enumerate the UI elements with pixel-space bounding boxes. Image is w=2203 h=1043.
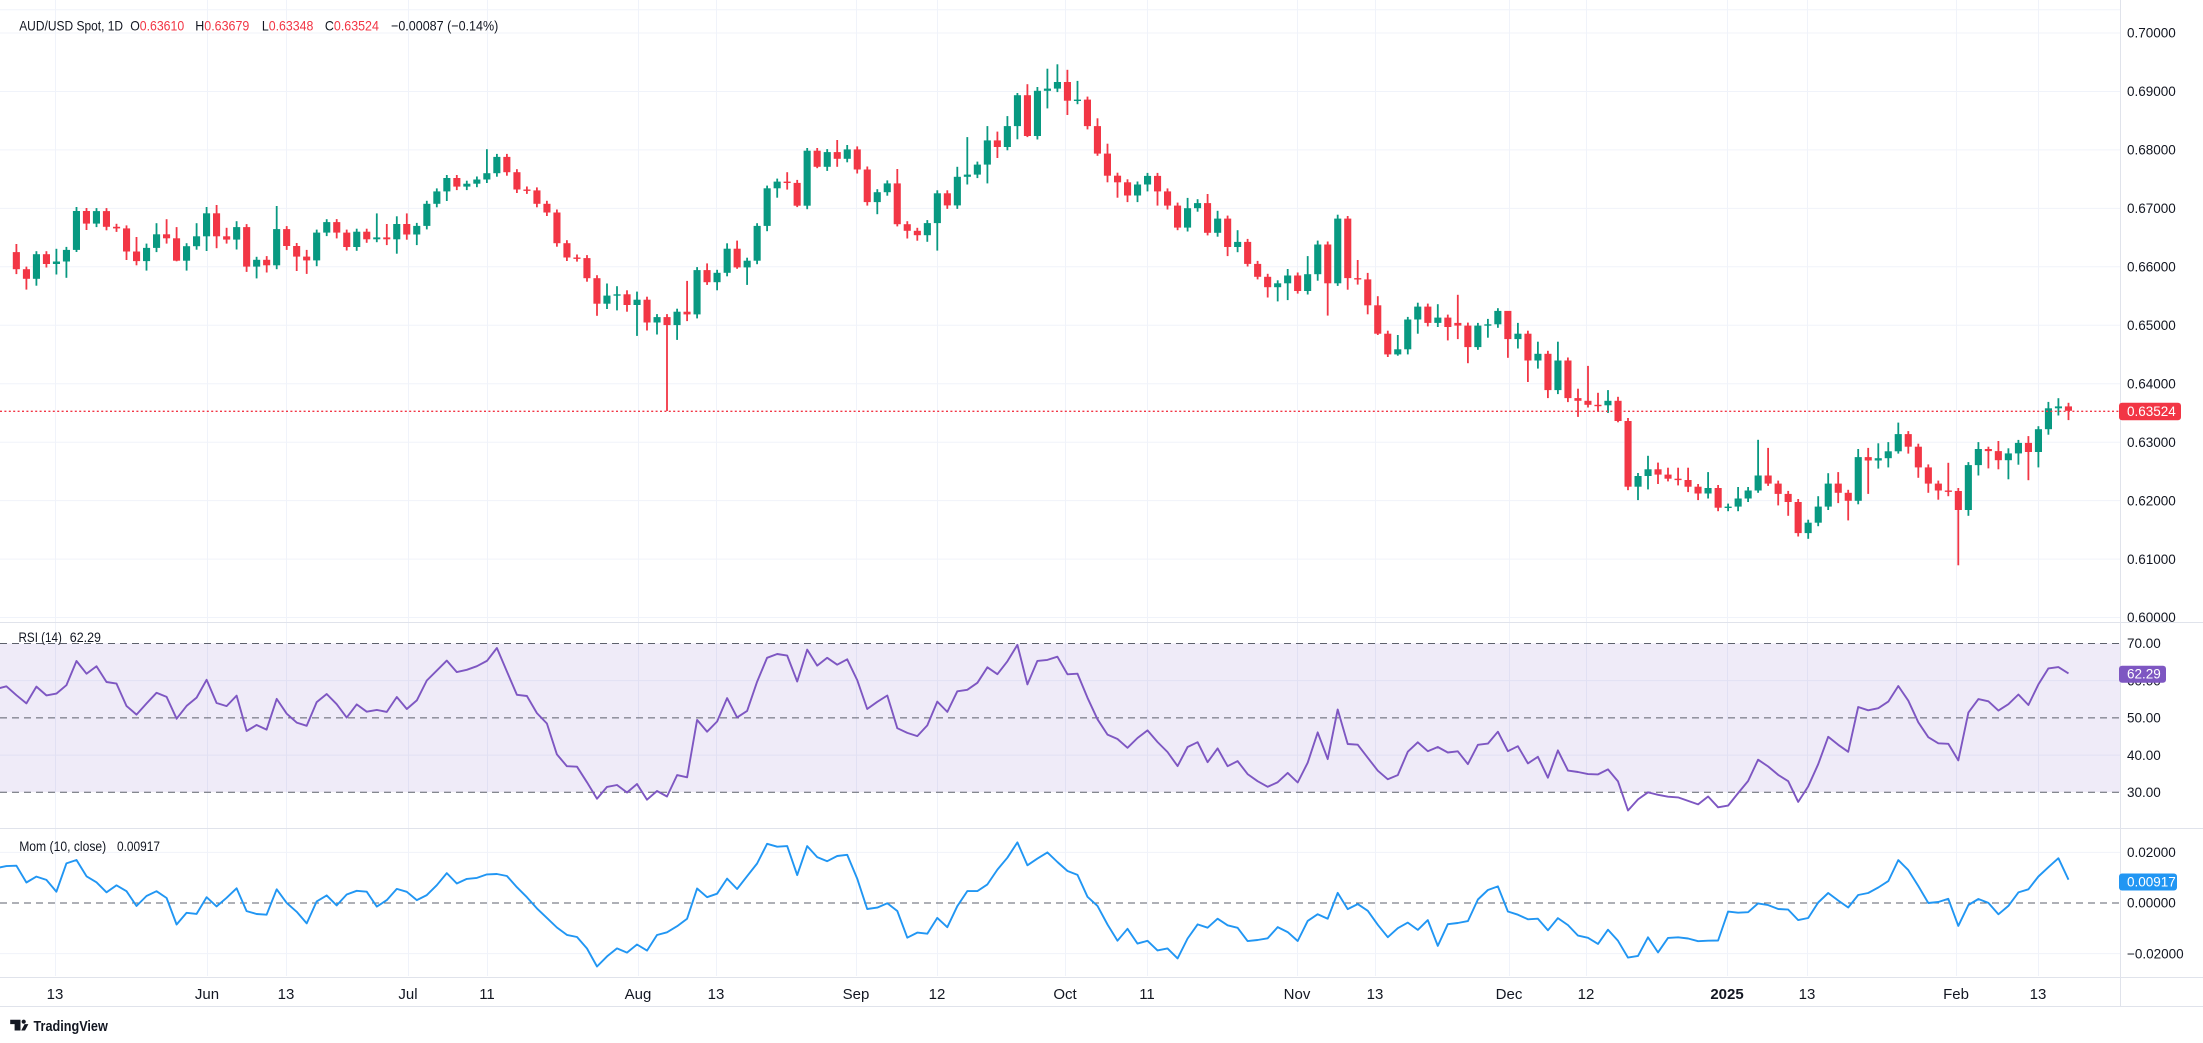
svg-text:RSI (14): RSI (14) — [19, 629, 62, 645]
svg-text:0.63000: 0.63000 — [2127, 435, 2176, 450]
svg-text:13: 13 — [1799, 986, 1816, 1003]
svg-text:0.00917: 0.00917 — [2127, 874, 2176, 889]
svg-text:13: 13 — [278, 986, 295, 1003]
svg-text:40.00: 40.00 — [2127, 748, 2161, 763]
svg-text:62.29: 62.29 — [2127, 667, 2161, 682]
svg-text:Jul: Jul — [398, 986, 417, 1003]
svg-text:0.00000: 0.00000 — [2127, 896, 2176, 911]
svg-text:AUD/USD Spot, 1D: AUD/USD Spot, 1D — [19, 17, 123, 33]
svg-text:0.65000: 0.65000 — [2127, 318, 2176, 333]
svg-text:O0.63610: O0.63610 — [130, 17, 184, 33]
svg-text:Aug: Aug — [625, 986, 652, 1003]
svg-text:0.61000: 0.61000 — [2127, 552, 2176, 567]
svg-text:0.69000: 0.69000 — [2127, 84, 2176, 99]
svg-text:−0.00087 (−0.14%): −0.00087 (−0.14%) — [391, 17, 498, 33]
svg-text:Nov: Nov — [1284, 986, 1311, 1003]
svg-text:C0.63524: C0.63524 — [325, 17, 379, 33]
svg-text:0.60000: 0.60000 — [2127, 610, 2176, 625]
svg-text:Sep: Sep — [843, 986, 870, 1003]
svg-text:Mom (10, close): Mom (10, close) — [19, 838, 106, 854]
svg-text:H0.63679: H0.63679 — [195, 17, 249, 33]
svg-text:11: 11 — [1139, 986, 1155, 1003]
svg-text:30.00: 30.00 — [2127, 785, 2161, 800]
svg-text:0.64000: 0.64000 — [2127, 376, 2176, 391]
svg-text:13: 13 — [47, 986, 64, 1003]
svg-text:0.62000: 0.62000 — [2127, 493, 2176, 508]
svg-text:Dec: Dec — [1496, 986, 1523, 1003]
svg-text:Jun: Jun — [195, 986, 219, 1003]
svg-text:−0.02000: −0.02000 — [2127, 946, 2184, 961]
svg-text:12: 12 — [929, 986, 946, 1003]
svg-text:13: 13 — [1367, 986, 1384, 1003]
svg-text:0.66000: 0.66000 — [2127, 260, 2176, 275]
svg-text:0.67000: 0.67000 — [2127, 201, 2176, 216]
svg-text:50.00: 50.00 — [2127, 711, 2161, 726]
svg-text:0.00917: 0.00917 — [117, 838, 160, 854]
svg-text:0.63524: 0.63524 — [2127, 404, 2176, 419]
svg-text:0.70000: 0.70000 — [2127, 26, 2176, 41]
svg-text:11: 11 — [479, 986, 495, 1003]
svg-text:70.00: 70.00 — [2127, 636, 2161, 651]
svg-text:13: 13 — [2030, 986, 2047, 1003]
svg-text:0.68000: 0.68000 — [2127, 143, 2176, 158]
svg-text:L0.63348: L0.63348 — [262, 17, 314, 33]
svg-text:TradingView: TradingView — [34, 1019, 109, 1035]
svg-text:Oct: Oct — [1053, 986, 1077, 1003]
svg-text:62.29: 62.29 — [70, 629, 101, 645]
svg-text:Feb: Feb — [1943, 986, 1969, 1003]
svg-text:12: 12 — [1578, 986, 1595, 1003]
svg-text:2025: 2025 — [1710, 986, 1743, 1003]
svg-text:0.02000: 0.02000 — [2127, 845, 2176, 860]
svg-text:13: 13 — [708, 986, 725, 1003]
